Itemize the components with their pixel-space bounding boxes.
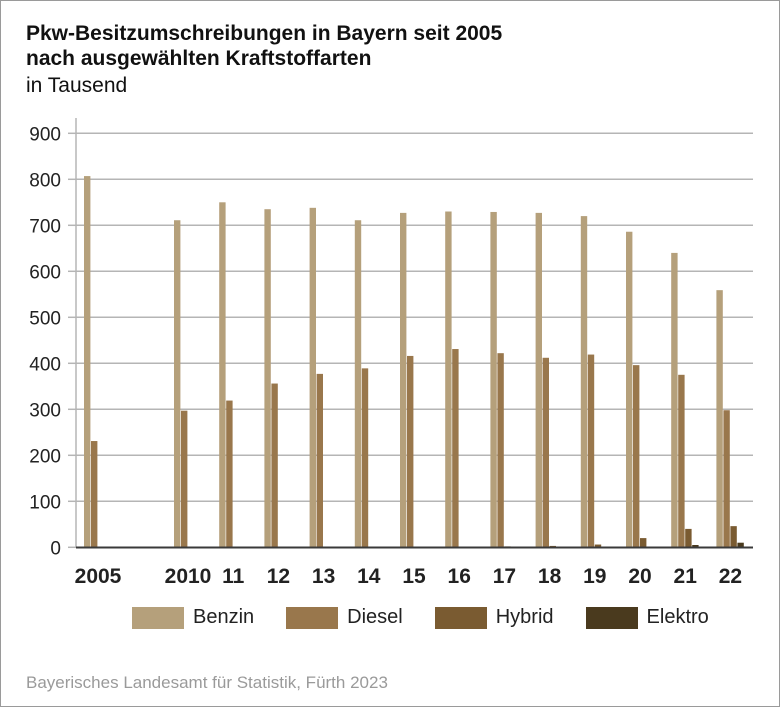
x-tick-label: 2005 xyxy=(75,565,122,588)
bar-hybrid-19 xyxy=(594,544,602,548)
legend-item-diesel: Diesel xyxy=(286,606,403,629)
legend-label: Diesel xyxy=(347,606,403,628)
bar-diesel-11 xyxy=(226,400,233,548)
legend: Benzin Diesel Hybrid Elektro xyxy=(132,606,741,629)
chart-title: Pkw-Besitzumschreibungen in Bayern seit … xyxy=(26,22,503,45)
bar-benzin-11 xyxy=(219,202,226,548)
bar-hybrid-22 xyxy=(730,526,737,548)
bar-benzin-14 xyxy=(354,220,362,548)
legend-swatch xyxy=(585,606,638,629)
bar-diesel-20 xyxy=(633,365,640,548)
bar-benzin-15 xyxy=(400,212,407,548)
y-tick-label: 700 xyxy=(29,216,61,237)
x-tick-label: 14 xyxy=(357,565,381,588)
bar-hybrid-21 xyxy=(685,528,692,548)
bar-benzin-2010 xyxy=(174,220,181,548)
x-tick-label: 19 xyxy=(583,565,606,588)
legend-label: Hybrid xyxy=(495,606,554,628)
bar-diesel-13 xyxy=(316,373,323,548)
bar-elektro-21 xyxy=(692,545,699,548)
bar-benzin-21 xyxy=(671,252,678,548)
bar-diesel-14 xyxy=(361,368,369,548)
y-tick-label: 100 xyxy=(29,492,61,513)
x-tick-label: 15 xyxy=(402,565,426,588)
bar-benzin-12 xyxy=(264,209,271,548)
x-tick-label: 17 xyxy=(493,565,516,588)
legend-swatch xyxy=(132,606,184,629)
y-tick-label: 300 xyxy=(29,400,61,421)
x-tick-label: 11 xyxy=(222,565,245,588)
bar-diesel-21 xyxy=(678,374,685,548)
bar-diesel-17 xyxy=(497,353,504,548)
bar-benzin-16 xyxy=(445,211,452,548)
bar-diesel-22 xyxy=(723,410,730,548)
legend-item-hybrid: Hybrid xyxy=(434,606,554,629)
source-note: Bayerisches Landesamt für Statistik, Für… xyxy=(26,673,388,692)
x-tick-label: 2010 xyxy=(165,565,212,588)
legend-label: Elektro xyxy=(646,606,709,628)
chart-unit: in Tausend xyxy=(26,74,128,97)
legend-item-elektro: Elektro xyxy=(585,606,709,629)
y-tick-label: 500 xyxy=(29,308,61,329)
bar-diesel-16 xyxy=(452,349,459,548)
bar-benzin-22 xyxy=(716,290,723,548)
bar-diesel-2010 xyxy=(181,410,188,548)
chart-subtitle: nach ausgewählten Kraftstoffarten xyxy=(26,47,372,70)
y-tick-label: 900 xyxy=(29,124,61,145)
y-tick-label: 600 xyxy=(29,262,61,283)
x-tick-label: 18 xyxy=(538,565,562,588)
x-tick-label: 12 xyxy=(267,565,290,588)
x-tick-label: 22 xyxy=(719,565,742,588)
bar-benzin-20 xyxy=(626,231,633,548)
bar-diesel-12 xyxy=(271,383,278,548)
y-tick-label: 0 xyxy=(50,538,61,559)
x-tick-label: 13 xyxy=(312,565,335,588)
bar-benzin-17 xyxy=(490,211,497,548)
bar-benzin-18 xyxy=(535,212,542,548)
bar-benzin-2005 xyxy=(84,176,91,548)
bar-benzin-19 xyxy=(580,216,588,548)
bar-hybrid-20 xyxy=(640,538,647,548)
x-tick-label: 20 xyxy=(628,565,651,588)
legend-item-benzin: Benzin xyxy=(132,606,254,629)
bar-elektro-22 xyxy=(737,542,744,548)
bar-diesel-18 xyxy=(542,357,549,548)
x-tick-label: 16 xyxy=(448,565,471,588)
legend-label: Benzin xyxy=(193,606,255,628)
legend-swatch xyxy=(286,606,339,629)
y-tick-label: 800 xyxy=(29,170,61,191)
bar-diesel-19 xyxy=(587,354,595,548)
y-tick-label: 200 xyxy=(29,446,61,467)
bar-diesel-15 xyxy=(407,355,414,548)
x-tick-label: 21 xyxy=(674,565,698,588)
bar-diesel-2005 xyxy=(91,441,98,548)
bar-benzin-13 xyxy=(309,207,316,548)
y-tick-label: 400 xyxy=(29,354,61,375)
legend-swatch xyxy=(434,606,487,629)
